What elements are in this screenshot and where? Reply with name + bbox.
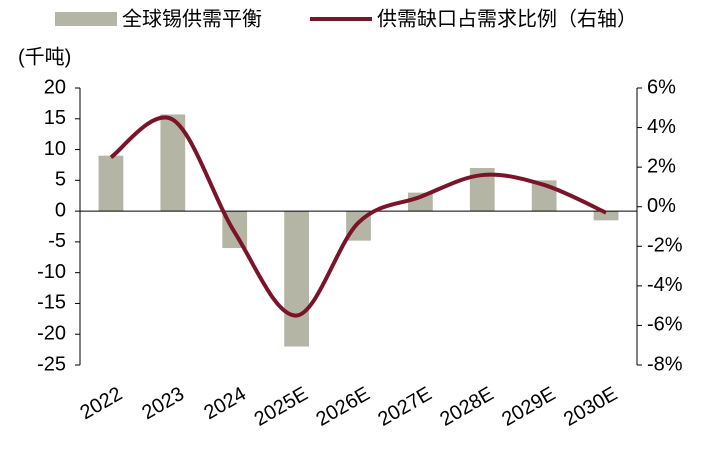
y-tick-label: 0	[55, 199, 66, 221]
bar	[98, 155, 124, 212]
y-tick-label: -15	[37, 292, 66, 314]
y2-tick-label: 6%	[647, 76, 676, 98]
y2-tick-label: 4%	[647, 116, 676, 138]
x-tick-label: 2022	[77, 383, 127, 424]
y-tick-label: 10	[44, 138, 66, 160]
x-tick-label: 2025E	[251, 383, 312, 431]
line	[109, 115, 607, 318]
legend-label: 全球锡供需平衡	[122, 7, 262, 30]
y2-tick-label: -2%	[647, 235, 683, 257]
bar	[284, 211, 309, 347]
y2-tick-label: 0%	[647, 195, 676, 217]
y-axis-label: (千吨)	[18, 45, 71, 68]
y2-tick-label: -8%	[647, 353, 683, 375]
y2-tick-label: -6%	[647, 314, 683, 336]
x-tick-label: 2030E	[560, 383, 621, 431]
y-tick-label: 5	[55, 169, 66, 191]
y2-tick-label: -4%	[647, 274, 683, 296]
x-tick-label: 2029E	[498, 383, 559, 431]
y-tick-label: -10	[37, 261, 66, 283]
y-tick-label: 15	[44, 107, 66, 129]
y-tick-label: -5	[48, 230, 66, 252]
x-tick-label: 2027E	[374, 383, 435, 431]
x-tick-label: 2024	[200, 383, 250, 424]
x-tick-label: 2028E	[436, 383, 497, 431]
bar	[593, 211, 619, 221]
legend-swatch	[55, 12, 117, 26]
y2-tick-label: 2%	[647, 155, 676, 177]
y-tick-label: -20	[37, 323, 66, 345]
legend-label: 供需缺口占需求比例（右轴）	[377, 7, 637, 30]
x-tick-label: 2026E	[313, 383, 374, 431]
y-tick-label: 20	[44, 76, 66, 98]
y-tick-label: -25	[37, 353, 66, 375]
x-tick-label: 2023	[138, 383, 188, 424]
